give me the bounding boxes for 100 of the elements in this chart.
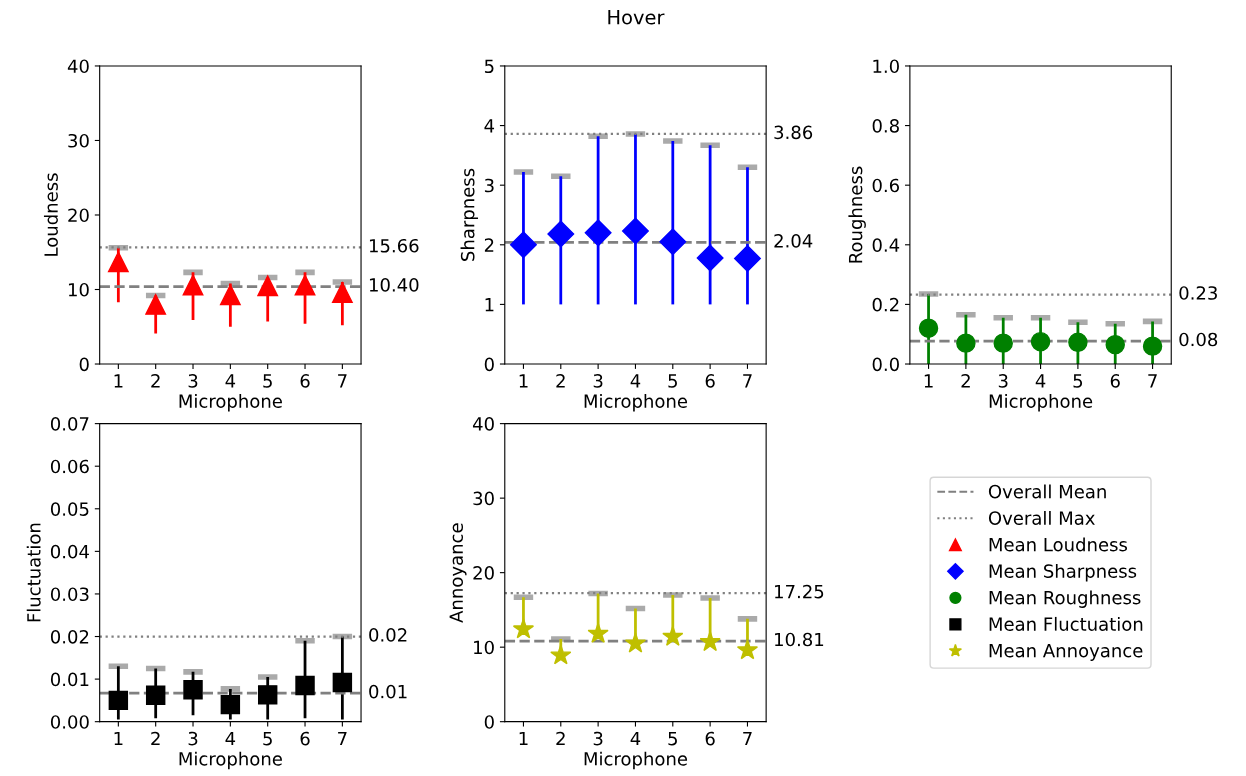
legend-label: Mean Fluctuation <box>989 616 1143 631</box>
ref-line-label: 10.81 <box>775 632 824 647</box>
x-tick-label: 7 <box>1148 374 1157 388</box>
point <box>331 282 353 303</box>
x-axis-title: Microphone <box>179 393 282 412</box>
y-axis-title: Annoyance <box>449 523 467 623</box>
point <box>220 694 241 715</box>
x-tick-label: 3 <box>593 374 603 388</box>
y-tick-label: 0.05 <box>50 502 89 516</box>
ref-line-label: 0.23 <box>1179 286 1217 300</box>
point <box>699 630 721 652</box>
ref-line-label: 17.25 <box>775 584 824 599</box>
x-tick-label: 1 <box>519 374 528 388</box>
point <box>696 244 724 272</box>
x-tick-label: 4 <box>225 731 236 746</box>
point <box>294 274 316 296</box>
x-tick-label: 6 <box>705 374 715 388</box>
x-tick-label: 6 <box>1110 374 1120 388</box>
point <box>332 672 353 693</box>
y-tick-label: 40 <box>472 417 494 431</box>
legend-label: Mean Sharpness <box>989 563 1137 582</box>
legend-label: Mean Loudness <box>989 537 1128 552</box>
x-tick-label: 5 <box>1073 374 1083 388</box>
x-tick-label: 4 <box>630 374 641 388</box>
y-tick-label: 4 <box>484 119 495 133</box>
point <box>1142 336 1163 356</box>
x-tick-label: 7 <box>743 374 752 388</box>
x-tick-label: 7 <box>338 731 347 746</box>
y-tick-label: 10 <box>474 640 494 655</box>
point <box>145 685 166 706</box>
x-tick-label: 2 <box>556 731 565 746</box>
ref-line-label: 2.04 <box>774 233 813 248</box>
point <box>547 220 575 248</box>
x-axis-title: Microphone <box>179 751 282 770</box>
x-tick-label: 6 <box>705 731 715 746</box>
y-tick-label: 20 <box>68 208 89 223</box>
point <box>1030 331 1051 352</box>
point <box>509 231 537 259</box>
point <box>257 275 279 297</box>
point <box>183 680 203 700</box>
y-tick-label: 0.01 <box>50 672 89 687</box>
text: Overall Max <box>988 510 1095 525</box>
point <box>145 293 167 315</box>
y-tick-label: 5 <box>484 59 494 74</box>
x-tick-label: 5 <box>668 374 677 388</box>
y-tick-label: 3 <box>484 178 494 193</box>
x-axis-title: Microphone <box>584 393 688 412</box>
y-tick-label: 0.4 <box>872 238 900 252</box>
y-axis-title: Sharpness <box>460 168 479 261</box>
ref-line-label: 0.02 <box>369 628 407 642</box>
y-tick-label: 0.07 <box>50 417 89 431</box>
y-tick-label: 0.06 <box>50 459 89 474</box>
y-axis-title: Loudness <box>43 173 58 256</box>
ref-line-label: 3.86 <box>774 125 813 140</box>
point <box>257 685 278 705</box>
point <box>512 618 535 639</box>
x-tick-label: 4 <box>630 731 641 746</box>
x-axis-title: Microphone <box>584 751 688 770</box>
legend-label: Mean Roughness <box>989 590 1141 608</box>
y-tick-label: 10 <box>68 282 89 297</box>
point <box>108 690 129 711</box>
point <box>918 318 939 338</box>
y-tick-label: 0.8 <box>872 119 899 133</box>
x-tick-label: 5 <box>263 374 272 388</box>
chart-title: Hover <box>608 10 665 25</box>
y-tick-label: 20 <box>473 566 494 580</box>
y-tick-label: 1.0 <box>873 59 899 74</box>
point <box>295 675 315 696</box>
y-tick-label: 2 <box>484 238 494 252</box>
point <box>550 644 572 665</box>
point <box>621 217 649 245</box>
point <box>736 639 759 660</box>
point <box>182 274 204 296</box>
x-tick-label: 1 <box>519 731 528 746</box>
x-tick-label: 3 <box>188 731 198 746</box>
x-tick-label: 3 <box>593 731 603 746</box>
text: Overall Mean <box>988 484 1106 499</box>
x-tick-label: 5 <box>668 731 677 746</box>
ref-line-label: 0.01 <box>369 684 407 699</box>
x-tick-label: 2 <box>151 731 160 746</box>
point <box>587 622 609 643</box>
point <box>1068 332 1088 352</box>
ref-line-label: 0.08 <box>1179 332 1218 347</box>
point <box>993 333 1013 353</box>
x-tick-label: 4 <box>1035 374 1046 388</box>
y-tick-label: 0 <box>79 357 89 372</box>
x-tick-label: 2 <box>151 374 160 388</box>
x-tick-label: 1 <box>924 374 933 388</box>
y-tick-label: 0 <box>484 357 494 372</box>
y-tick-label: 0.0 <box>872 357 899 372</box>
y-tick-label: 40 <box>67 59 89 74</box>
y-tick-label: 30 <box>68 133 89 148</box>
point <box>219 284 241 306</box>
y-tick-label: 0 <box>484 715 494 729</box>
x-tick-label: 7 <box>338 374 347 388</box>
x-axis-title: Microphone <box>989 393 1093 412</box>
point <box>662 625 684 646</box>
x-tick-label: 2 <box>556 374 565 388</box>
y-tick-label: 30 <box>473 491 494 506</box>
x-tick-label: 6 <box>300 374 310 388</box>
